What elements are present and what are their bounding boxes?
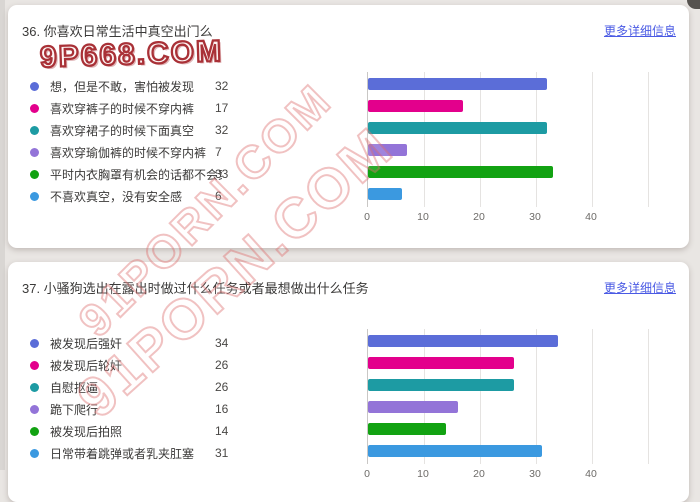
option-count: 14 [215, 424, 229, 438]
chart-x-axis: 0 10 20 30 40 [364, 211, 655, 225]
option-label: 被发现后拍照 [50, 424, 123, 439]
question-title: 37. 小骚狗选出在露出时做过什么任务或者最想做出什么任务 [22, 281, 369, 296]
legend-item: 被发现后强奸 34 [30, 332, 350, 354]
bar [368, 401, 458, 413]
option-label: 跪下爬行 [50, 402, 99, 417]
bar [368, 379, 514, 391]
axis-tick-label: 30 [529, 211, 541, 223]
axis-tick-label: 0 [364, 211, 370, 223]
bar [368, 122, 548, 134]
legend-item: 被发现后拍照 14 [30, 420, 350, 442]
answer-legend: 被发现后强奸 34 被发现后轮奸 26 自慰抠逼 26 跪下爬行 16 被发现后拍照 14 日常带着… [30, 332, 350, 464]
option-count: 33 [215, 167, 229, 181]
legend-color-dot [30, 360, 39, 370]
bar [368, 188, 402, 200]
bar [368, 445, 542, 457]
bar-chart: 0 10 20 30 40 [364, 329, 667, 489]
option-count: 17 [215, 101, 229, 115]
option-count: 32 [215, 79, 229, 93]
legend-color-dot [30, 404, 39, 414]
option-count: 32 [215, 123, 229, 137]
gridline [648, 72, 649, 207]
option-count: 16 [215, 402, 229, 416]
option-count: 31 [215, 446, 229, 460]
answer-legend: 想，但是不敢，害怕被发现 32 喜欢穿裤子的时候不穿内裤 17 喜欢穿裙子的时候下面真空… [30, 75, 350, 207]
legend-color-dot [30, 147, 39, 157]
legend-item: 平时内衣胸罩有机会的话都不会穿 33 [30, 163, 350, 185]
chart-plot-area [367, 72, 656, 207]
gridline [424, 329, 425, 464]
chart-x-axis: 0 10 20 30 40 [364, 468, 655, 482]
legend-item: 不喜欢真空，没有安全感 6 [30, 185, 350, 207]
bar [368, 144, 408, 156]
option-label: 不喜欢真空，没有安全感 [50, 189, 183, 204]
option-count: 26 [215, 358, 229, 372]
option-count: 26 [215, 380, 229, 394]
bar [368, 423, 447, 435]
option-label: 日常带着跳弹或者乳夹肛塞 [50, 446, 195, 461]
gridline [592, 72, 593, 207]
legend-item: 喜欢穿瑜伽裤的时候不穿内裤 7 [30, 141, 350, 163]
bar [368, 335, 559, 347]
legend-color-dot [30, 382, 39, 392]
gridline [480, 329, 481, 464]
bar [368, 78, 548, 90]
corner-dark-patch [687, 0, 700, 9]
axis-tick-label: 40 [585, 211, 597, 223]
gridline [536, 329, 537, 464]
bar-chart: 0 10 20 30 40 [364, 72, 667, 232]
legend-color-dot [30, 169, 39, 179]
bar [368, 357, 514, 369]
option-label: 被发现后强奸 [50, 336, 123, 351]
option-label: 平时内衣胸罩有机会的话都不会穿 [50, 167, 222, 182]
chart-plot-area [367, 329, 656, 464]
option-count: 34 [215, 336, 229, 350]
option-label: 喜欢穿裙子的时候下面真空 [50, 123, 195, 138]
legend-item: 日常带着跳弹或者乳夹肛塞 31 [30, 442, 350, 464]
legend-item: 跪下爬行 16 [30, 398, 350, 420]
question-card-37: 37. 小骚狗选出在露出时做过什么任务或者最想做出什么任务 更多详细信息 被发现… [8, 262, 689, 502]
legend-color-dot [30, 125, 39, 135]
legend-item: 喜欢穿裙子的时候下面真空 32 [30, 119, 350, 141]
bar [368, 100, 464, 112]
legend-item: 喜欢穿裤子的时候不穿内裤 17 [30, 97, 350, 119]
legend-color-dot [30, 426, 39, 436]
legend-color-dot [30, 103, 39, 113]
question-title: 36. 你喜欢日常生活中真空出门么 [22, 24, 213, 39]
option-label: 被发现后轮奸 [50, 358, 123, 373]
legend-color-dot [30, 191, 39, 201]
more-details-link[interactable]: 更多详细信息 [603, 24, 676, 38]
gridline [424, 72, 425, 207]
legend-color-dot [30, 338, 39, 348]
more-details-link[interactable]: 更多详细信息 [603, 281, 676, 295]
bar [368, 166, 553, 178]
option-label: 想，但是不敢，害怕被发现 [50, 79, 195, 94]
option-label: 喜欢穿瑜伽裤的时候不穿内裤 [50, 145, 207, 160]
question-card-36: 36. 你喜欢日常生活中真空出门么 更多详细信息 想，但是不敢，害怕被发现 32 喜… [8, 5, 689, 248]
axis-tick-label: 20 [473, 211, 485, 223]
legend-color-dot [30, 448, 39, 458]
option-count: 6 [215, 189, 222, 203]
option-label: 自慰抠逼 [50, 380, 99, 395]
gridline [536, 72, 537, 207]
page-left-edge [0, 0, 5, 470]
axis-tick-label: 10 [417, 211, 429, 223]
legend-color-dot [30, 81, 39, 91]
legend-item: 被发现后轮奸 26 [30, 354, 350, 376]
gridline [592, 329, 593, 464]
gridline [648, 329, 649, 464]
gridline [480, 72, 481, 207]
option-count: 7 [215, 145, 222, 159]
legend-item: 想，但是不敢，害怕被发现 32 [30, 75, 350, 97]
legend-item: 自慰抠逼 26 [30, 376, 350, 398]
option-label: 喜欢穿裤子的时候不穿内裤 [50, 101, 195, 116]
